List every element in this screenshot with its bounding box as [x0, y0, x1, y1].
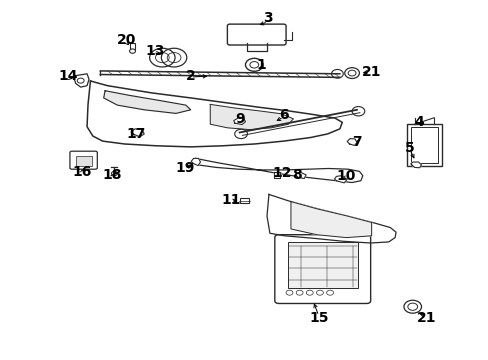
Bar — [240, 198, 248, 203]
Text: 9: 9 — [234, 112, 244, 126]
Polygon shape — [410, 162, 421, 168]
Polygon shape — [346, 139, 356, 145]
Text: 17: 17 — [126, 127, 145, 141]
Polygon shape — [210, 104, 293, 130]
Polygon shape — [103, 91, 190, 113]
Bar — [287, 242, 357, 288]
Text: 3: 3 — [263, 11, 272, 25]
Polygon shape — [266, 194, 395, 243]
Text: 16: 16 — [72, 165, 92, 179]
Text: 21: 21 — [416, 311, 435, 324]
Text: 10: 10 — [336, 170, 355, 183]
Text: 15: 15 — [308, 311, 328, 324]
Polygon shape — [131, 129, 144, 137]
Polygon shape — [273, 172, 279, 178]
Text: 5: 5 — [404, 141, 414, 154]
Text: 8: 8 — [291, 168, 301, 181]
Text: 19: 19 — [175, 161, 194, 175]
Bar — [76, 156, 92, 166]
Polygon shape — [295, 172, 305, 179]
Text: 12: 12 — [272, 166, 291, 180]
Text: 7: 7 — [351, 135, 361, 149]
FancyBboxPatch shape — [70, 151, 97, 169]
Circle shape — [129, 49, 135, 53]
Bar — [406, 124, 441, 166]
Text: 4: 4 — [414, 116, 424, 129]
Bar — [410, 127, 437, 163]
Text: 11: 11 — [221, 193, 240, 207]
Polygon shape — [193, 158, 362, 183]
Text: 6: 6 — [278, 108, 288, 122]
Polygon shape — [290, 202, 371, 238]
Text: 14: 14 — [59, 69, 78, 82]
Text: 1: 1 — [256, 58, 266, 72]
Polygon shape — [74, 74, 89, 87]
Polygon shape — [233, 118, 245, 125]
Polygon shape — [87, 81, 342, 147]
Bar — [130, 43, 135, 50]
Text: 18: 18 — [102, 168, 122, 182]
Text: 20: 20 — [116, 33, 136, 46]
Text: 13: 13 — [145, 44, 165, 58]
Polygon shape — [334, 176, 346, 183]
Text: 21: 21 — [361, 65, 381, 79]
FancyBboxPatch shape — [274, 235, 370, 303]
Text: 2: 2 — [185, 69, 195, 82]
Polygon shape — [191, 158, 200, 166]
FancyBboxPatch shape — [227, 24, 285, 45]
